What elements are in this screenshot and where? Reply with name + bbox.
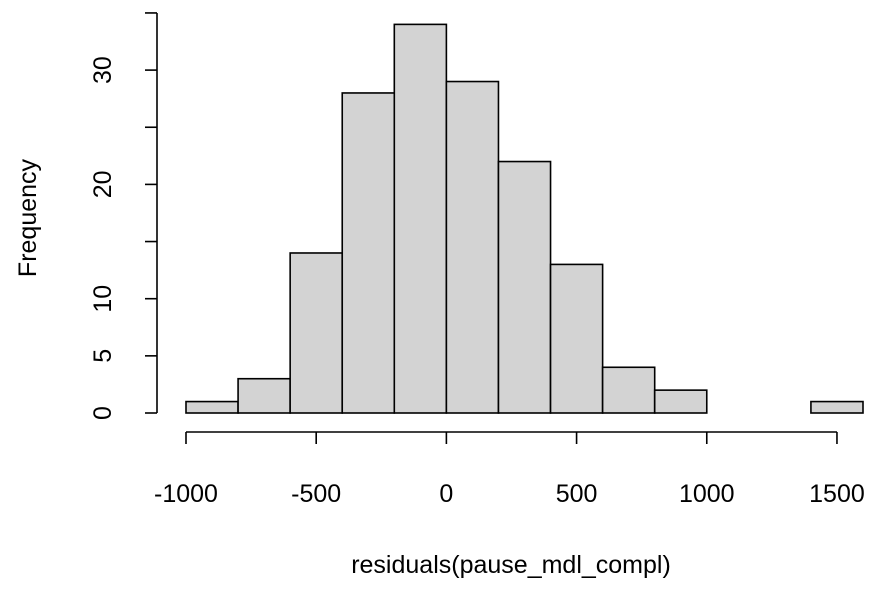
histogram-bar-8 (601, 366, 656, 414)
y-axis-title: Frequency (14, 158, 42, 277)
histogram-bar-12 (810, 400, 864, 414)
histogram-bar-3 (341, 92, 396, 414)
x-tick-label: 500 (556, 480, 598, 508)
x-tick-label: -500 (291, 480, 341, 508)
histogram-bar-7 (549, 263, 604, 414)
histogram-bar-6 (497, 160, 552, 414)
histogram-bar-0 (185, 400, 239, 414)
histogram-bar-5 (445, 80, 500, 414)
histogram-bar-4 (393, 23, 448, 414)
histogram-bar-1 (237, 377, 291, 414)
y-tick-label: 20 (89, 170, 117, 198)
x-tick-label: -1000 (154, 480, 218, 508)
y-tick-label: 30 (89, 56, 117, 84)
y-tick-label: 0 (89, 406, 117, 420)
histogram-bar-9 (653, 389, 708, 414)
x-tick-label: 0 (439, 480, 453, 508)
y-tick-label: 10 (89, 285, 117, 313)
y-axis: 0 5 10 20 30 (89, 12, 158, 420)
histogram-bar-2 (289, 252, 344, 414)
x-tick-label: 1000 (679, 480, 735, 508)
y-tick-label: 5 (89, 349, 117, 363)
bars-layer (185, 23, 864, 414)
x-axis: -1000 -500 0 500 1000 1500 (154, 431, 865, 508)
x-tick-label: 1500 (809, 480, 865, 508)
x-axis-title: residuals(pause_mdl_compl) (351, 551, 671, 579)
